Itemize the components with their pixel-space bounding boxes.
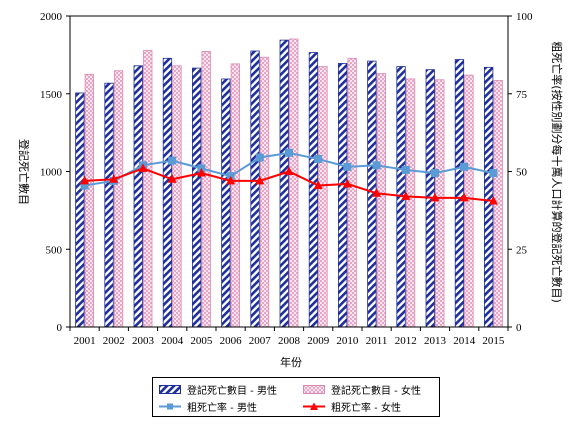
legend-label-line-male: 粗死亡率 - 男性 [187, 402, 257, 414]
marker-female-2011 [372, 188, 382, 197]
bar-female-2012 [405, 78, 416, 328]
marker-male-2015 [489, 169, 498, 178]
marker-female-2010 [342, 178, 352, 188]
marker-male-2011 [372, 161, 381, 170]
marker-female-2013 [430, 192, 440, 202]
x-tick-label: 2006 [220, 335, 243, 347]
legend-swatch-line-male [159, 403, 181, 409]
bar-female-2013 [435, 79, 445, 328]
bar-female-2002 [113, 70, 124, 328]
marker-male-2007 [255, 153, 264, 162]
marker-male-2009 [314, 155, 323, 164]
bar-male-2010 [337, 63, 348, 328]
y-axis-title-left: 登記死亡數目 [17, 139, 31, 205]
bar-female-2001 [84, 73, 94, 328]
x-tick-label: 2004 [161, 335, 184, 347]
bar-female-2009 [318, 66, 328, 328]
bar-male-2015 [483, 66, 494, 328]
x-tick-label: 2001 [74, 335, 96, 347]
bar-male-2004 [162, 57, 173, 328]
marker-female-2003 [138, 163, 148, 172]
marker-female-2007 [255, 175, 265, 185]
marker-male-2013 [431, 169, 439, 178]
lines-layer [80, 148, 498, 205]
marker-female-2008 [284, 166, 294, 175]
marker-female-2002 [109, 174, 119, 183]
marker-female-2015 [488, 196, 498, 205]
y-left-tick-label: 1000 [40, 167, 63, 179]
legend-swatch-bar-male [159, 384, 181, 394]
marker-female-2006 [226, 175, 236, 185]
marker-male-2010 [343, 162, 352, 171]
bar-female-2008 [289, 38, 299, 328]
x-tick-label: 2010 [336, 335, 359, 347]
y-right-tick-label: 75 [516, 89, 528, 101]
marker-male-2014 [460, 162, 469, 171]
bar-female-2006 [230, 63, 241, 328]
bar-male-2003 [133, 65, 143, 328]
x-tick-label: 2003 [132, 335, 155, 347]
legend-swatch-line-female [303, 402, 325, 410]
y-left-tick-label: 1500 [40, 89, 63, 101]
y-right-tick-label: 0 [516, 322, 522, 334]
bar-male-2007 [250, 50, 260, 328]
legend-label-line-female: 粗死亡率 - 女性 [331, 402, 401, 414]
marker-female-2001 [80, 175, 90, 185]
x-tick-label: 2002 [103, 335, 125, 347]
bar-male-2002 [104, 82, 114, 328]
legend-label-bar-male: 登記死亡數目 - 男性 [187, 385, 277, 397]
bar-male-2006 [221, 78, 231, 328]
y-right-tick-label: 50 [516, 167, 528, 179]
bar-female-2011 [376, 73, 387, 328]
x-tick-label: 2011 [366, 335, 388, 347]
legend: 登記死亡數目 - 男性 登記死亡數目 - 女性 粗死亡率 - 男性 粗死亡率 -… [152, 377, 440, 417]
bar-female-2007 [259, 56, 270, 328]
x-tick-label: 2014 [453, 335, 476, 347]
y-left-tick-label: 2000 [40, 11, 63, 23]
x-tick-label: 2007 [249, 335, 272, 347]
y-right-tick-label: 100 [516, 11, 533, 23]
bar-female-2010 [347, 57, 357, 328]
x-tick-label: 2015 [482, 335, 505, 347]
ticks-layer: 0 500 1000 1500 2000 0 25 50 75 100 2001 2002 2003 20… [40, 11, 533, 347]
bar-male-2001 [75, 92, 85, 328]
bar-female-2003 [143, 50, 153, 328]
x-tick-label: 2013 [424, 335, 447, 347]
marker-female-2012 [401, 191, 411, 200]
marker-female-2005 [196, 168, 206, 177]
bar-male-2014 [454, 59, 465, 328]
y-left-tick-label: 0 [57, 322, 63, 334]
marker-male-2004 [168, 156, 177, 165]
bar-male-2008 [279, 39, 289, 328]
bar-female-2005 [201, 51, 211, 328]
bars-layer [75, 38, 503, 328]
marker-male-2001 [80, 181, 89, 190]
legend-swatch-bar-female [303, 384, 325, 394]
bar-male-2005 [191, 67, 202, 328]
marker-male-2012 [401, 165, 410, 174]
bar-female-2004 [172, 65, 182, 328]
marker-female-2004 [167, 174, 177, 183]
marker-female-2014 [459, 192, 469, 202]
x-tick-label: 2009 [307, 335, 330, 347]
x-tick-label: 2005 [190, 335, 213, 347]
x-tick-label: 2008 [278, 335, 301, 347]
y-left-tick-label: 500 [46, 244, 63, 256]
y-axis-title-right: 粗死亡率(按性別劃分每十萬人口計算的登記死亡數目) [550, 41, 564, 303]
legend-item-line-male: 粗死亡率 - 男性 [159, 397, 257, 415]
marker-female-2009 [313, 180, 323, 189]
bar-male-2009 [308, 52, 319, 328]
legend-label-bar-female: 登記死亡數目 - 女性 [331, 385, 421, 397]
legend-item-bar-female: 登記死亡數目 - 女性 [303, 380, 421, 398]
marker-male-2008 [285, 148, 293, 157]
x-axis-title: 年份 [280, 355, 302, 369]
x-tick-label: 2012 [395, 335, 417, 347]
legend-item-bar-male: 登記死亡數目 - 男性 [159, 380, 277, 398]
legend-item-line-female: 粗死亡率 - 女性 [303, 397, 401, 415]
y-right-tick-label: 25 [516, 244, 528, 256]
